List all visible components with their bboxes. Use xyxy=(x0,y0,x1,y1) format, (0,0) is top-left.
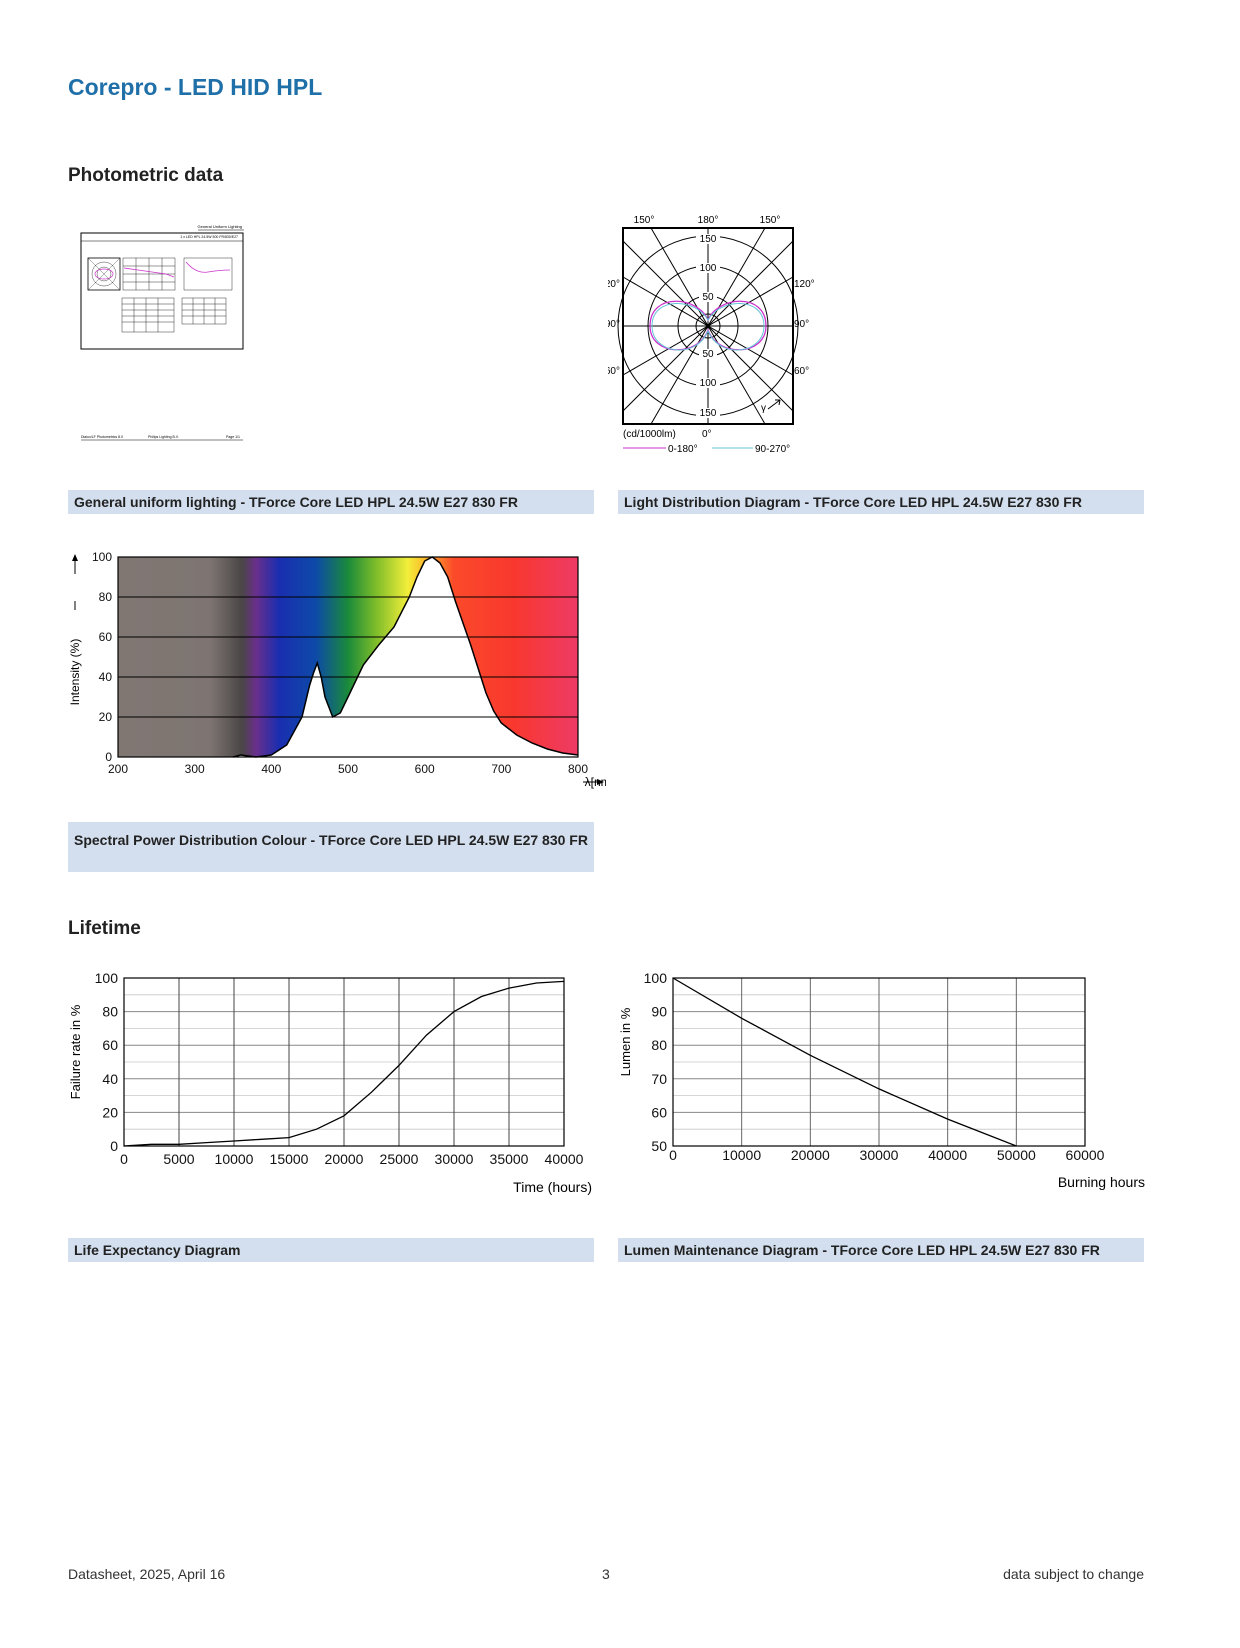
angle-right-60: 60° xyxy=(794,366,809,377)
angle-top-right: 150° xyxy=(760,215,781,226)
thumb-footer-right: Page 1/1 xyxy=(226,435,240,439)
lumen-xtick-label: 0 xyxy=(669,1147,677,1163)
document-title: Corepro - LED HID HPL xyxy=(68,74,323,100)
life-xtick-label: 40000 xyxy=(545,1151,584,1167)
uniform-lighting-thumbnail: General Uniform Lighting 1 x LED HPL 24.… xyxy=(80,224,244,441)
spectrum-xtick-label: 500 xyxy=(338,762,358,776)
life-ylabel: Failure rate in % xyxy=(68,1004,83,1099)
spectrum-xaxis-arrowhead xyxy=(597,779,604,785)
legend-label-90-270: 90-270° xyxy=(755,444,790,455)
spectrum-ytick-label: 40 xyxy=(99,670,113,684)
life-plot-frame xyxy=(123,977,565,1147)
spectrum-xtick-label: 400 xyxy=(261,762,281,776)
caption-uniform-lighting: General uniform lighting - TForce Core L… xyxy=(68,490,594,514)
angle-top-left: 150° xyxy=(634,215,655,226)
lumen-maintenance-chart: 0 10000 20000 30000 40000 50000 60000 50 60 70 80 9… xyxy=(618,970,1145,1190)
lumen-xtick-label: 60000 xyxy=(1066,1147,1105,1163)
life-ytick-label: 80 xyxy=(102,1004,118,1020)
footer-date: Datasheet, 2025, April 16 xyxy=(68,1566,226,1582)
polar-unit: (cd/1000lm) xyxy=(623,429,676,440)
lumen-ylabel: Lumen in % xyxy=(618,1007,633,1076)
thumb-header: General Uniform Lighting xyxy=(198,224,242,229)
life-ytick-label: 0 xyxy=(110,1138,118,1154)
lifetime-heading: Lifetime xyxy=(68,918,141,939)
lumen-xlabel: Burning hours xyxy=(1058,1174,1145,1190)
thumb-footer-mid: Philips Lighting B.V. xyxy=(148,435,179,439)
footer-disclaimer: data subject to change xyxy=(1003,1566,1144,1582)
life-ytick-label: 60 xyxy=(102,1037,118,1053)
gamma-symbol: γ xyxy=(761,403,766,414)
lumen-ytick-label: 80 xyxy=(651,1037,667,1053)
life-ytick-label: 100 xyxy=(95,970,119,986)
spectrum-area-under-curve xyxy=(118,557,578,757)
spectrum-ytick-label: 60 xyxy=(99,630,113,644)
thumb-subheader: 1 x LED HPL 24.5W 500 FR/830/E27 xyxy=(180,235,238,239)
legend-label-0-180: 0-180° xyxy=(668,444,698,455)
spectrum-ytick-label: 0 xyxy=(105,750,112,764)
radial-label-150-bottom: 150 xyxy=(700,408,717,419)
angle-top-center: 180° xyxy=(698,215,719,226)
lumen-ytick-label: 90 xyxy=(651,1004,667,1020)
life-xtick-label: 15000 xyxy=(270,1151,309,1167)
caption-spectrum: Spectral Power Distribution Colour - TFo… xyxy=(68,822,594,872)
life-xtick-label: 0 xyxy=(120,1151,128,1167)
spectrum-ylabel: Intensity (%) xyxy=(68,639,82,706)
lumen-plot-frame xyxy=(672,977,1086,1147)
lumen-xtick-label: 30000 xyxy=(860,1147,899,1163)
radial-label-50-top: 50 xyxy=(702,292,714,303)
spectrum-ytick-label: 20 xyxy=(99,710,113,724)
life-xtick-label: 25000 xyxy=(380,1151,419,1167)
angle-right-90: 90° xyxy=(794,319,809,330)
lumen-ytick-label: 70 xyxy=(651,1071,667,1087)
lumen-ytick-label: 50 xyxy=(651,1138,667,1154)
angle-bottom: 0° xyxy=(702,429,712,440)
caption-lumen-maintenance: Lumen Maintenance Diagram - TForce Core … xyxy=(618,1238,1144,1262)
lumen-xtick-label: 40000 xyxy=(928,1147,967,1163)
life-expectancy-chart: 0 5000 10000 15000 20000 25000 30000 35000 40000… xyxy=(68,970,592,1195)
angle-left-60: 60° xyxy=(608,366,620,377)
caption-light-distribution: Light Distribution Diagram - TForce Core… xyxy=(618,490,1144,514)
life-series-line xyxy=(123,980,565,1147)
footer-page-number: 3 xyxy=(602,1566,610,1582)
spectrum-xtick-label: 800 xyxy=(568,762,588,776)
caption-life-expectancy: Life Expectancy Diagram xyxy=(68,1238,594,1262)
life-ytick-label: 40 xyxy=(102,1071,118,1087)
spectrum-xtick-label: 700 xyxy=(491,762,511,776)
radial-label-100-bottom: 100 xyxy=(700,378,717,389)
life-xtick-label: 30000 xyxy=(435,1151,474,1167)
lumen-ytick-label: 100 xyxy=(644,970,668,986)
life-xtick-label: 5000 xyxy=(163,1151,194,1167)
angle-right-120: 120° xyxy=(794,279,815,290)
radial-label-100-top: 100 xyxy=(700,263,717,274)
spectrum-ytick-label: 80 xyxy=(99,590,113,604)
lumen-series-line xyxy=(672,977,1017,1147)
angle-left-120: 120° xyxy=(608,279,620,290)
thumb-footer-left: Dialux/LF Photometrics 8.0 xyxy=(81,435,123,439)
life-xtick-label: 20000 xyxy=(325,1151,364,1167)
lumen-xtick-label: 20000 xyxy=(791,1147,830,1163)
light-distribution-diagram: 150 100 50 50 100 150 150° 180° 150° 120… xyxy=(608,215,815,455)
lumen-ytick-label: 60 xyxy=(651,1104,667,1120)
photometric-heading: Photometric data xyxy=(68,165,224,186)
lumen-xtick-label: 50000 xyxy=(997,1147,1036,1163)
spectrum-xtick-label: 300 xyxy=(185,762,205,776)
life-xtick-label: 10000 xyxy=(215,1151,254,1167)
radial-label-150-top: 150 xyxy=(700,234,717,245)
radial-label-50-bottom: 50 xyxy=(702,349,714,360)
angle-left-90: 90° xyxy=(608,319,620,330)
life-xtick-label: 35000 xyxy=(490,1151,529,1167)
spectrum-xtick-label: 600 xyxy=(415,762,435,776)
life-ytick-label: 20 xyxy=(102,1104,118,1120)
spectrum-ytick-label: 100 xyxy=(92,550,112,564)
spectral-power-chart: 0 20 40 60 80 100 200 300 400 500 600 700 800 Intens… xyxy=(68,550,606,789)
spectrum-xtick-label: 200 xyxy=(108,762,128,776)
lumen-xtick-label: 10000 xyxy=(722,1147,761,1163)
spectrum-plot-frame xyxy=(117,556,579,758)
life-xlabel: Time (hours) xyxy=(513,1179,592,1195)
